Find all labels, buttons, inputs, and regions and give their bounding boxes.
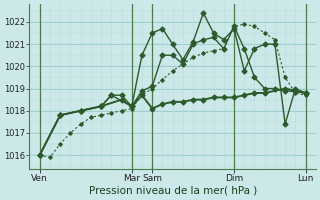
X-axis label: Pression niveau de la mer( hPa ): Pression niveau de la mer( hPa ) <box>89 186 257 196</box>
